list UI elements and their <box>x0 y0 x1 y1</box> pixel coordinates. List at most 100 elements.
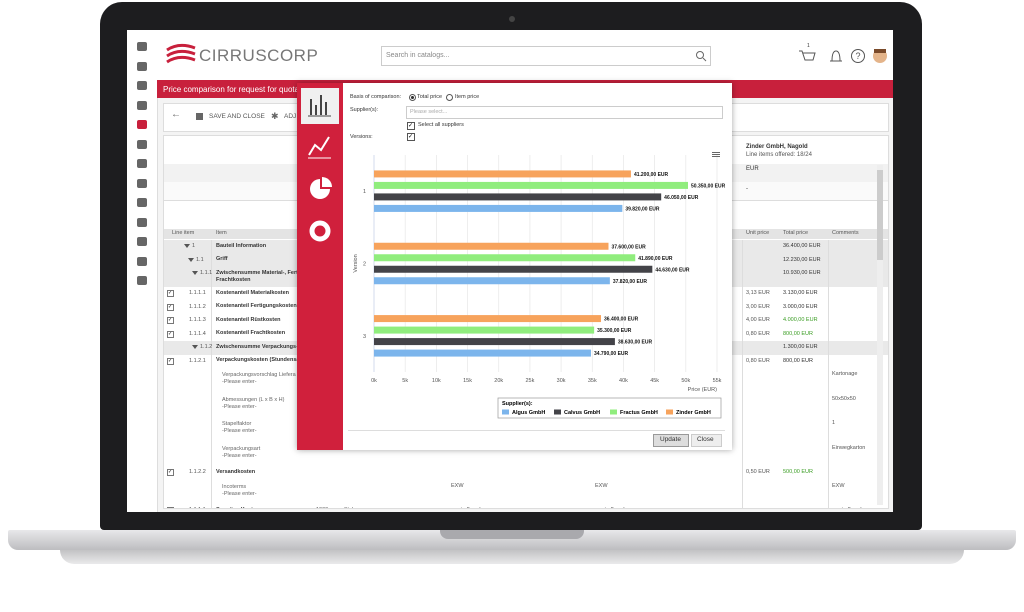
total-price: 500,00 EUR <box>783 469 813 475</box>
item-name: Verpackungskosten (Stundensa <box>216 357 300 363</box>
col-divider <box>742 466 743 480</box>
sidebar-icon[interactable] <box>137 256 147 266</box>
line-no: 1.1.1 <box>200 270 213 276</box>
col-header: Line item <box>172 230 195 236</box>
cell: - not offered <box>451 507 481 508</box>
row-checkbox[interactable]: ✓ <box>167 507 174 508</box>
adjust-button[interactable]: ADJ <box>284 113 297 120</box>
x-tick-label: 0k <box>371 378 377 384</box>
sidebar-icon[interactable] <box>137 276 147 285</box>
sidebar-icon[interactable] <box>137 42 147 51</box>
legend-swatch <box>502 409 509 415</box>
col-divider <box>742 441 743 466</box>
row-checkbox[interactable]: ✓ <box>167 290 174 297</box>
col-divider <box>211 417 212 442</box>
legend-swatch <box>610 409 617 415</box>
bar <box>374 315 602 323</box>
laptop-base <box>8 530 1016 550</box>
sidebar-icon[interactable] <box>137 100 147 110</box>
x-tick-label: 45k <box>650 378 659 384</box>
total-price: 3.130,00 EUR <box>783 290 818 296</box>
cell: 1000 <box>316 507 328 508</box>
header-icons: ? <box>799 49 887 63</box>
back-arrow[interactable]: ← <box>171 109 181 120</box>
sidebar-icon[interactable] <box>137 159 147 168</box>
legend-swatch <box>554 409 561 415</box>
col-divider <box>211 354 212 368</box>
col-divider <box>211 368 212 393</box>
legend-title: Supplier(s): <box>502 401 533 407</box>
row-checkbox[interactable]: ✓ <box>167 303 174 311</box>
bar <box>374 170 631 178</box>
sidebar-icon[interactable] <box>137 139 147 149</box>
sidebar-icon[interactable] <box>137 120 147 129</box>
col-divider <box>211 267 212 287</box>
col-divider <box>211 287 212 301</box>
expand-arrow <box>192 345 198 349</box>
legend-box <box>497 397 722 419</box>
sidebar-icons <box>127 30 157 330</box>
item-name: Griff <box>216 256 228 262</box>
value-label: 37.820,00 EUR <box>613 279 648 285</box>
search-icon[interactable] <box>695 50 707 62</box>
chart-menu[interactable] <box>712 152 720 153</box>
item-name: Kostenanteil Frachtkosten <box>216 330 286 336</box>
row-checkbox[interactable]: ✓ <box>167 469 174 476</box>
close-button[interactable] <box>691 434 722 447</box>
x-tick-label: 25k <box>525 378 534 384</box>
col-divider <box>742 354 743 368</box>
unit-price: 0,80 EUR <box>746 357 770 364</box>
comment: 50x50x50 <box>832 395 856 402</box>
field-hint: -Please enter- <box>222 428 257 434</box>
item-name: Sonstige Kosten <box>216 507 259 508</box>
row-checkbox[interactable]: ✓ <box>167 357 174 365</box>
unit-price: 0,80 EUR <box>746 330 770 337</box>
legend-swatch <box>666 409 673 415</box>
x-tick-label: 5k <box>402 378 408 384</box>
chart-menu[interactable] <box>712 154 720 155</box>
value-label: 37.600,00 EUR <box>611 244 646 250</box>
radio-item[interactable] <box>446 94 453 101</box>
supplier-offered: Line items offered: 18/24 <box>746 152 812 158</box>
sidebar-icon[interactable] <box>137 237 147 246</box>
update-label: Update <box>660 436 681 443</box>
sidebar-icon[interactable] <box>137 61 147 71</box>
select-all-checkbox[interactable]: ✓ <box>407 122 415 130</box>
col-divider <box>828 267 829 287</box>
item-name: Bauteil Information <box>216 242 267 249</box>
sidebar-icon[interactable] <box>137 217 147 227</box>
value-label: 50.350,00 EUR <box>691 183 726 189</box>
unit-price: 0,50 EUR <box>746 469 770 475</box>
legend-label: Calvus GmbH <box>564 410 600 416</box>
line-no: 1.1.1.4 <box>189 330 206 337</box>
value-label: 41.890,00 EUR <box>638 256 673 262</box>
sidebar-icon[interactable] <box>137 81 147 90</box>
versions-checkbox[interactable]: ✓ <box>407 133 415 141</box>
col-divider <box>828 287 829 301</box>
sidebar-icon[interactable] <box>137 198 147 207</box>
sidebar-icon[interactable] <box>137 178 147 188</box>
update-button[interactable] <box>653 434 689 447</box>
col-divider <box>828 466 829 480</box>
col-divider <box>828 417 829 442</box>
col-divider <box>211 300 212 314</box>
cart-count: 1 <box>807 43 810 49</box>
suppliers-placeholder: Please select... <box>410 109 448 115</box>
comment: 1 <box>832 420 836 426</box>
radio-total[interactable] <box>409 94 416 101</box>
row-checkbox[interactable]: ✓ <box>167 330 174 338</box>
chart-menu[interactable] <box>712 156 720 157</box>
suppliers-input[interactable] <box>406 106 723 119</box>
total-price: 800,00 EUR <box>783 330 813 337</box>
unit-price: 4,00 EUR <box>746 317 770 323</box>
col-divider <box>828 354 829 368</box>
comment: Kartonage <box>832 371 858 377</box>
row-checkbox[interactable]: ✓ <box>167 317 174 324</box>
total-price: 10.930,00 EUR <box>783 270 821 276</box>
bar <box>374 254 636 262</box>
search-box[interactable] <box>381 46 711 66</box>
logo-text: CIRRUSCORP <box>199 46 319 65</box>
save-button[interactable]: SAVE AND CLOSE <box>209 113 265 120</box>
col-divider <box>828 314 829 328</box>
scroll-thumb[interactable] <box>877 170 883 260</box>
